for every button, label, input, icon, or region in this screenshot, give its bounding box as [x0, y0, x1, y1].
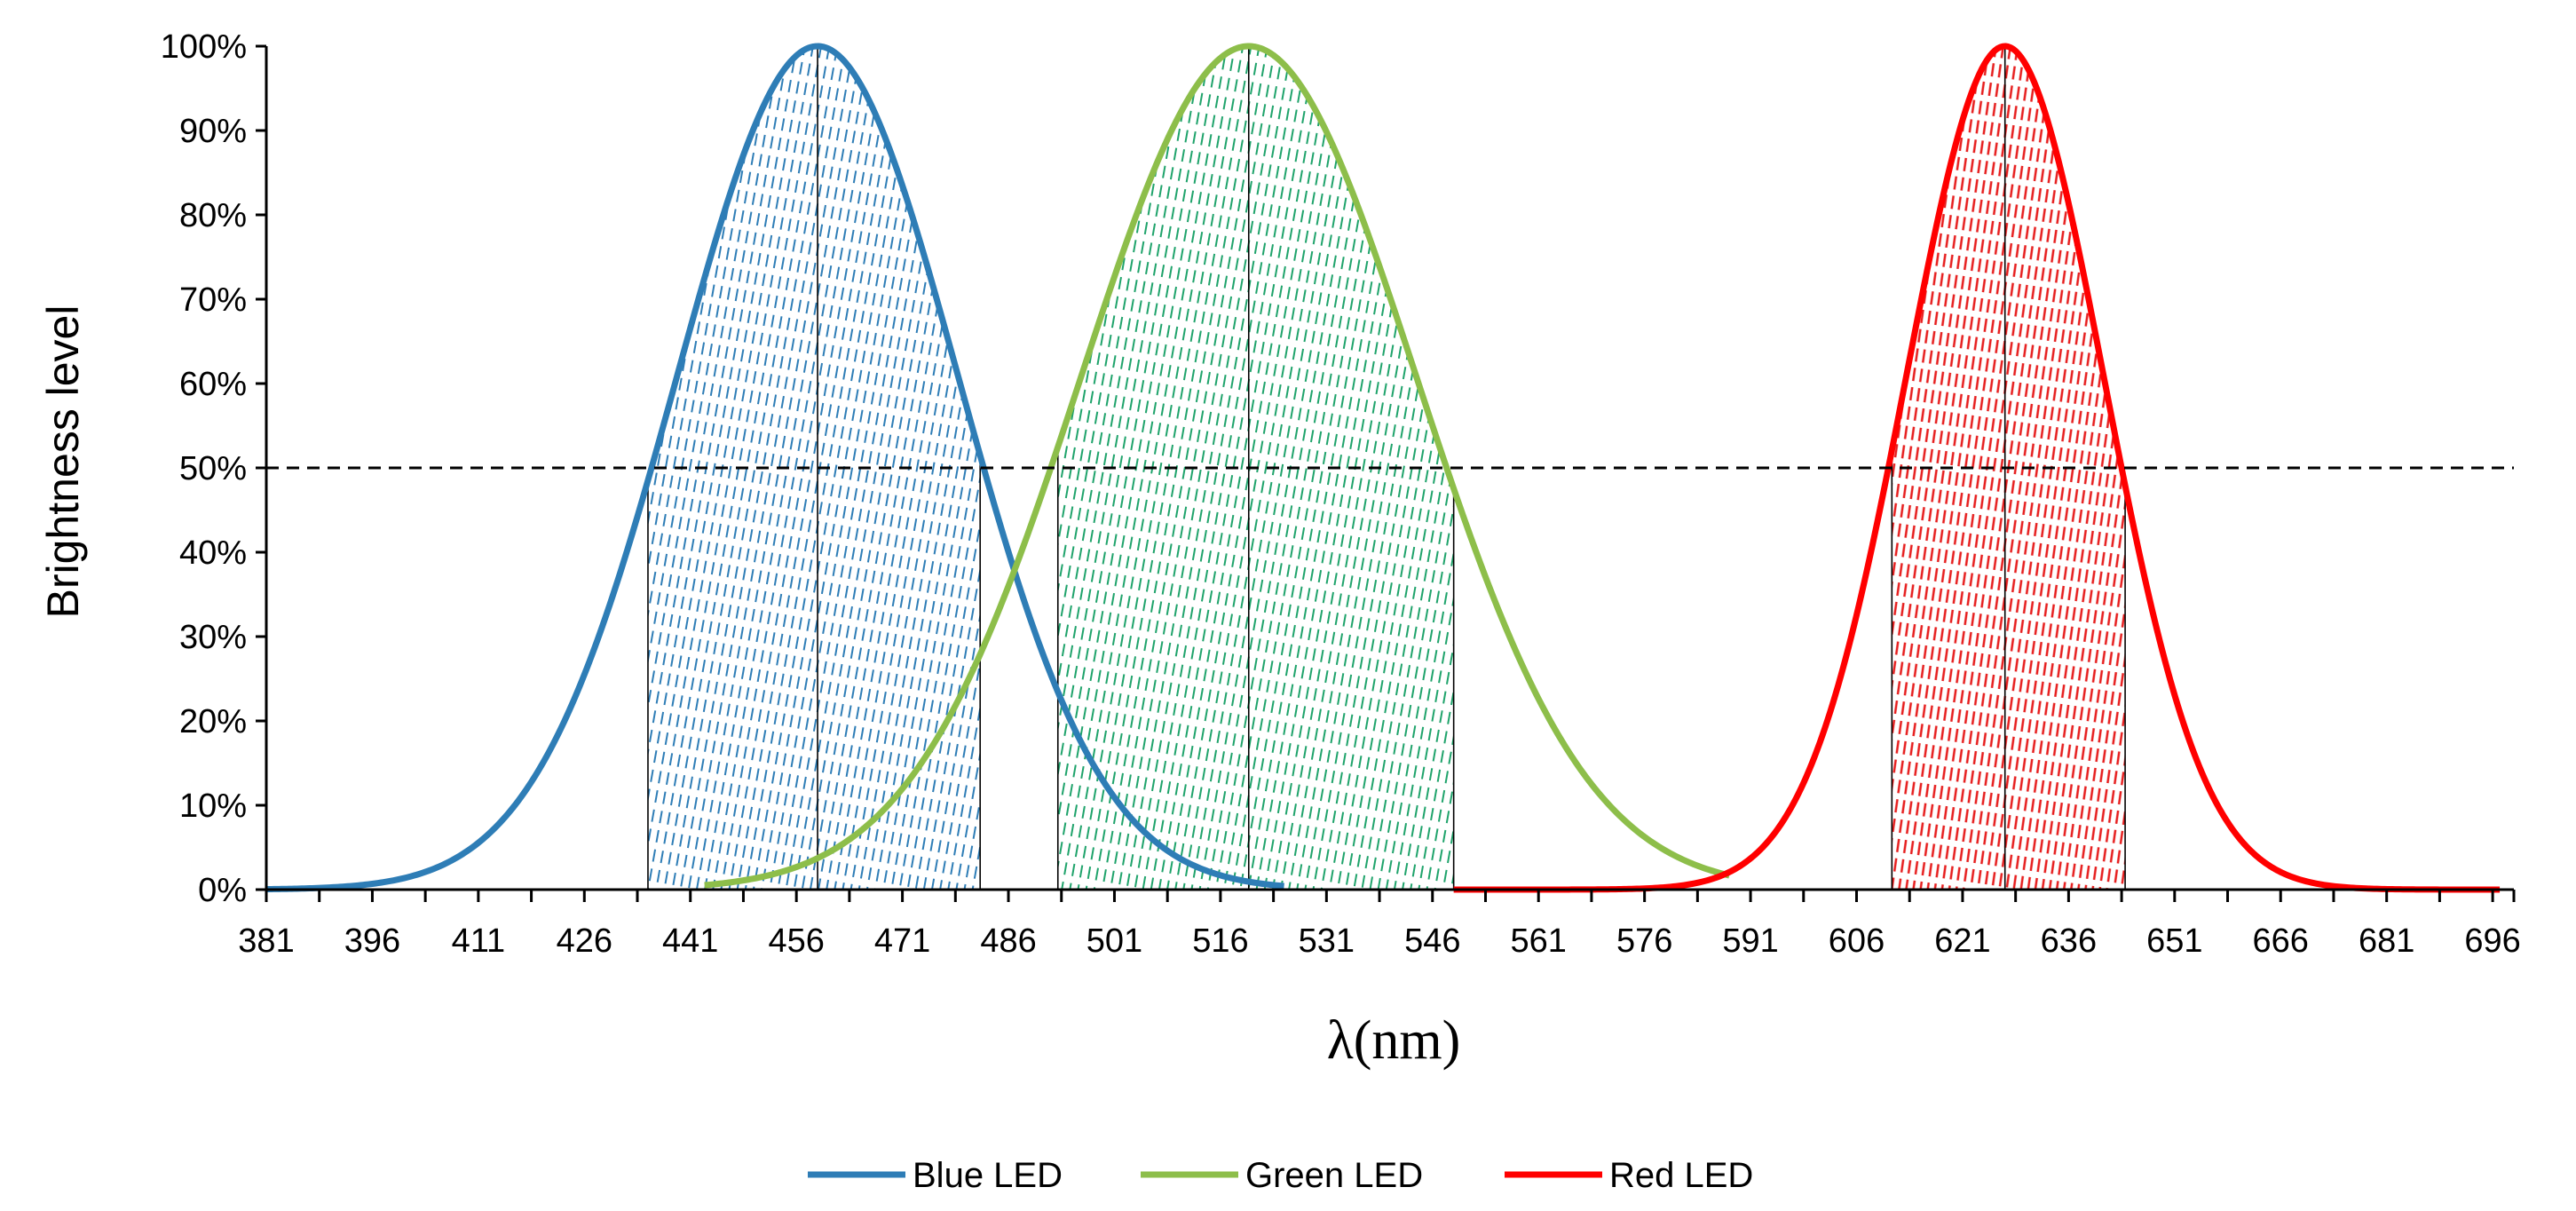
legend-label: Red LED	[1609, 1156, 1753, 1195]
blue-led-fwhm-band	[647, 46, 981, 890]
x-tick-label: 381	[238, 922, 294, 960]
legend-item-green-led: Green LED	[1141, 1156, 1423, 1195]
legend-label: Green LED	[1245, 1156, 1423, 1195]
legend: Blue LED Green LED Red LED	[808, 1156, 1753, 1195]
x-tick-label: 471	[874, 922, 930, 960]
x-tick-label: 411	[452, 922, 506, 960]
y-tick-label: 40%	[179, 534, 247, 572]
y-tick-label: 10%	[179, 788, 247, 825]
y-tick-label: 90%	[179, 113, 247, 150]
y-tick-label: 20%	[179, 703, 247, 740]
green-led-curve	[704, 43, 1731, 889]
x-tick-label: 441	[662, 922, 718, 960]
x-tick-labels: 381 396 411 426 441 456 471 486 501 516 531 546 561 5…	[238, 922, 2521, 960]
x-tick-label: 456	[768, 922, 824, 960]
legend-item-blue-led: Blue LED	[808, 1156, 1063, 1195]
x-tick-label: 621	[1934, 922, 1990, 960]
y-tick-label: 100%	[161, 28, 247, 66]
x-axis-label: λ(nm)	[1327, 1010, 1461, 1071]
x-tick-label: 576	[1616, 922, 1672, 960]
x-tick-label: 651	[2146, 922, 2202, 960]
x-tick-label: 681	[2359, 922, 2414, 960]
blue-led-curve	[265, 43, 1285, 893]
x-tick-label: 561	[1511, 922, 1567, 960]
y-tick-label: 0%	[198, 872, 247, 909]
axes	[256, 44, 2516, 902]
y-tick-label: 60%	[179, 366, 247, 403]
x-tick-label: 546	[1404, 922, 1460, 960]
y-tick-label: 30%	[179, 619, 247, 656]
legend-label: Blue LED	[913, 1156, 1063, 1195]
y-tick-label: 50%	[179, 450, 247, 487]
x-tick-label: 606	[1829, 922, 1885, 960]
y-axis-label: Brightness level	[38, 305, 88, 619]
x-tick-label: 396	[344, 922, 400, 960]
y-tick-label: 70%	[179, 281, 247, 319]
x-tick-label: 501	[1087, 922, 1142, 960]
x-tick-label: 426	[557, 922, 612, 960]
x-tick-label: 516	[1192, 922, 1248, 960]
x-tick-label: 696	[2464, 922, 2520, 960]
x-tick-label: 636	[2041, 922, 2097, 960]
x-tick-label: 591	[1722, 922, 1778, 960]
y-tick-labels: 0% 10% 20% 30% 40% 50% 60% 70% 80% 90% 100%	[161, 28, 247, 909]
x-tick-label: 486	[980, 922, 1036, 960]
legend-item-red-led: Red LED	[1505, 1156, 1753, 1195]
x-tick-label: 666	[2253, 922, 2309, 960]
x-tick-label: 531	[1299, 922, 1355, 960]
y-tick-label: 80%	[179, 197, 247, 234]
